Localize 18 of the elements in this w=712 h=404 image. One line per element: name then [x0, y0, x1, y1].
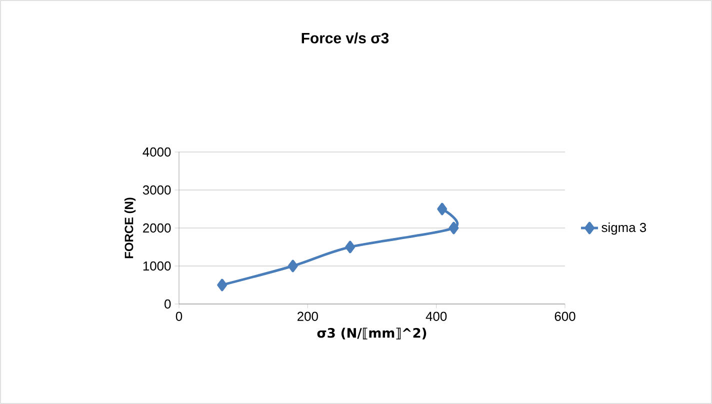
- x-tick-label: 200: [298, 312, 318, 321]
- point: [288, 260, 298, 272]
- point: [345, 240, 356, 254]
- y-axis-title: FORCE (N): [124, 198, 136, 258]
- point: [448, 222, 459, 234]
- x-axis-title: σ3 (N/⟦mm⟧^2): [317, 328, 426, 340]
- y-tick-label: 4000: [142, 147, 171, 157]
- point: [437, 202, 448, 216]
- y-tick-label: 0: [164, 299, 171, 309]
- x-tick-label: 600: [554, 312, 576, 321]
- y-tick-label: 3000: [142, 185, 171, 195]
- chart-title: Force v/s σ3: [302, 32, 389, 44]
- point: [217, 278, 228, 292]
- y-tick-label: 2000: [143, 223, 171, 233]
- x-tick-label: 0: [176, 312, 182, 321]
- legend-label: sigma 3: [602, 222, 646, 235]
- x-tick-label: 400: [426, 312, 447, 321]
- y-tick-label: 1000: [143, 261, 171, 271]
